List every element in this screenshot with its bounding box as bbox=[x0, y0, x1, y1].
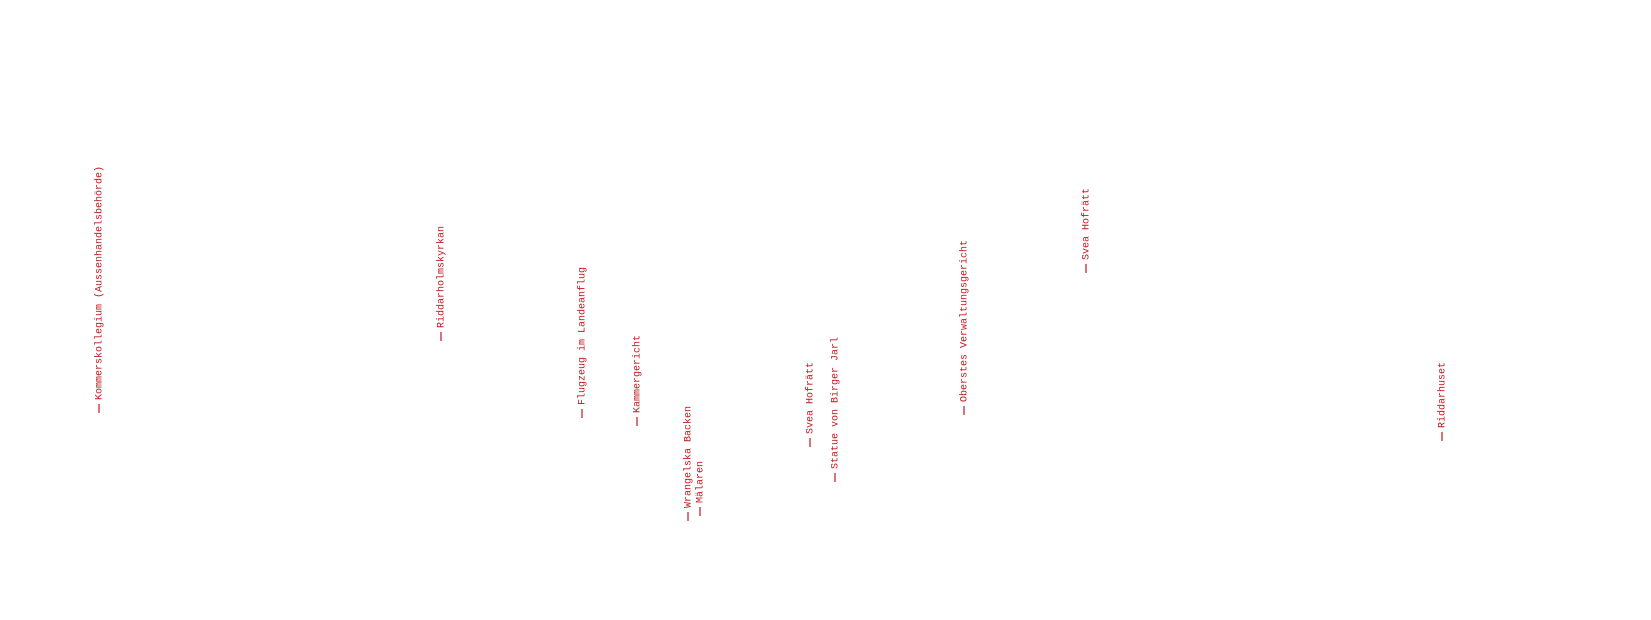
place-label[interactable]: Svea Hofrätt bbox=[805, 362, 817, 434]
place-label[interactable]: Riddarholmskyrkan bbox=[436, 226, 448, 328]
place-label[interactable]: Riddarhuset bbox=[1437, 362, 1449, 428]
place-label[interactable]: Flugzeug im Landeanflug bbox=[577, 267, 589, 405]
place-label[interactable]: Svea Hofrätt bbox=[1081, 188, 1093, 260]
place-label[interactable]: Statue von Birger Jarl bbox=[830, 337, 842, 469]
place-label[interactable]: Kammergericht bbox=[632, 335, 644, 413]
place-label[interactable]: Mälaren bbox=[695, 461, 707, 503]
place-label[interactable]: Kommerskollegium (Aussenhandelsbehörde) bbox=[94, 166, 106, 400]
place-label[interactable]: Oberstes Verwaltungsgericht bbox=[959, 240, 971, 402]
place-label[interactable]: Wrangelska Backen bbox=[683, 406, 695, 508]
